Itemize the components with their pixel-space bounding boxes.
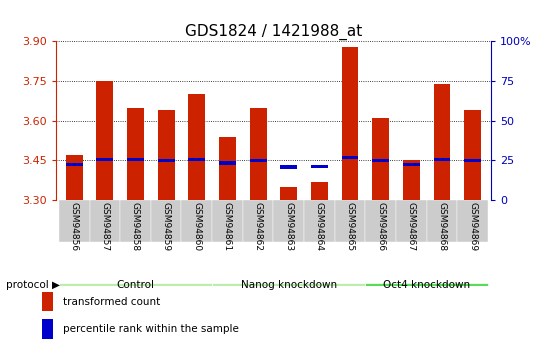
- Text: GSM94858: GSM94858: [131, 202, 140, 251]
- Bar: [181, 200, 212, 242]
- Bar: [434, 84, 450, 200]
- Bar: [66, 155, 83, 200]
- Bar: [97, 158, 113, 161]
- Bar: [403, 162, 420, 166]
- Bar: [97, 81, 113, 200]
- Bar: [120, 200, 151, 242]
- Bar: [127, 158, 144, 161]
- Bar: [403, 160, 420, 200]
- Text: GSM94868: GSM94868: [437, 202, 446, 251]
- Bar: [243, 200, 273, 242]
- Text: GSM94865: GSM94865: [345, 202, 354, 251]
- Bar: [212, 283, 365, 286]
- Bar: [66, 163, 83, 166]
- Bar: [464, 159, 481, 162]
- Text: GSM94866: GSM94866: [376, 202, 385, 251]
- Text: transformed count: transformed count: [62, 297, 160, 307]
- Bar: [189, 158, 205, 161]
- Text: GSM94864: GSM94864: [315, 202, 324, 251]
- Bar: [311, 165, 328, 168]
- Bar: [372, 118, 389, 200]
- Bar: [341, 47, 358, 200]
- Text: GSM94863: GSM94863: [284, 202, 294, 251]
- Bar: [212, 200, 243, 242]
- Bar: [59, 283, 212, 286]
- Bar: [311, 181, 328, 200]
- Bar: [280, 166, 297, 169]
- Bar: [158, 159, 175, 162]
- Bar: [365, 283, 488, 286]
- Bar: [42, 319, 54, 339]
- Bar: [427, 200, 458, 242]
- Bar: [59, 200, 89, 242]
- Bar: [89, 200, 120, 242]
- Bar: [458, 200, 488, 242]
- Text: GSM94856: GSM94856: [70, 202, 79, 251]
- Bar: [280, 187, 297, 200]
- Text: Oct4 knockdown: Oct4 knockdown: [383, 280, 470, 289]
- Bar: [273, 200, 304, 242]
- Bar: [127, 108, 144, 200]
- Bar: [434, 158, 450, 161]
- Bar: [464, 110, 481, 200]
- Bar: [219, 137, 236, 200]
- Text: protocol ▶: protocol ▶: [6, 280, 60, 289]
- Text: GSM94862: GSM94862: [253, 202, 263, 251]
- Bar: [304, 200, 335, 242]
- Title: GDS1824 / 1421988_at: GDS1824 / 1421988_at: [185, 24, 362, 40]
- Text: Control: Control: [117, 280, 155, 289]
- Bar: [158, 110, 175, 200]
- Bar: [335, 200, 365, 242]
- Text: GSM94861: GSM94861: [223, 202, 232, 251]
- Bar: [341, 156, 358, 159]
- Text: GSM94867: GSM94867: [407, 202, 416, 251]
- Text: GSM94860: GSM94860: [193, 202, 201, 251]
- Bar: [189, 94, 205, 200]
- Text: GSM94857: GSM94857: [100, 202, 109, 251]
- Bar: [365, 200, 396, 242]
- Bar: [372, 159, 389, 162]
- Text: GSM94859: GSM94859: [162, 202, 171, 251]
- Bar: [42, 292, 54, 311]
- Bar: [219, 161, 236, 165]
- Bar: [249, 159, 267, 162]
- Text: GSM94869: GSM94869: [468, 202, 477, 251]
- Text: Nanog knockdown: Nanog knockdown: [240, 280, 337, 289]
- Bar: [396, 200, 427, 242]
- Bar: [249, 108, 267, 200]
- Bar: [151, 200, 181, 242]
- Text: percentile rank within the sample: percentile rank within the sample: [62, 324, 238, 334]
